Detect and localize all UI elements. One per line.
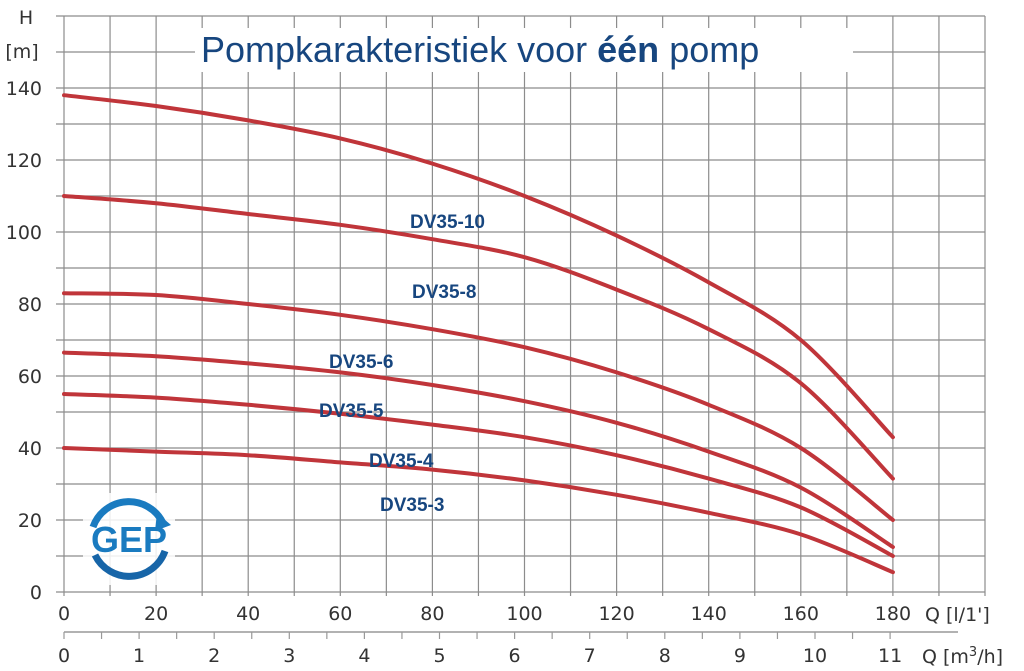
- chart-title: Pompkarakteristiek voor één pomp: [201, 29, 759, 70]
- logo-arc-bottom-icon: [91, 549, 169, 580]
- x-tick-label: 60: [328, 603, 352, 625]
- x-tick-label: 100: [506, 603, 542, 625]
- curve-dv35-3: [62, 446, 895, 575]
- x-tick-label: 180: [875, 603, 911, 625]
- series-label: DV35-4: [369, 451, 434, 472]
- x2-tick-label: 4: [358, 645, 370, 667]
- y-tick-label: 20: [18, 510, 42, 532]
- series-label: DV35-3: [380, 495, 444, 516]
- x-tick-label: 120: [598, 603, 634, 625]
- y-tick-label: 140: [6, 78, 42, 100]
- y-tick-label: 120: [6, 150, 42, 172]
- x-tick-label: 0: [58, 603, 70, 625]
- y-axis-unit: [m]: [5, 41, 38, 63]
- y-axis-ticks: 0 20 40 60 80 100 120 140: [6, 78, 42, 604]
- x2-tick-label: 5: [433, 645, 445, 667]
- series-labels: DV35-10 DV35-8 DV35-6 DV35-5 DV35-4 DV35-3: [319, 212, 485, 516]
- curve-dv35-6: [62, 291, 895, 522]
- curve-dv35-8: [62, 194, 895, 481]
- x2-axis-title: Q [m3/h]: [922, 645, 1003, 668]
- y-tick-label: 40: [18, 438, 42, 460]
- x-tick-label: 20: [144, 603, 168, 625]
- x2-tick-label: 2: [208, 645, 220, 667]
- x2-tick-label: 3: [283, 645, 295, 667]
- x-axis-title: Q [l/1']: [925, 604, 990, 626]
- x2-tick-label: 9: [734, 645, 746, 667]
- logo-arc-top-icon: [89, 498, 167, 529]
- x-tick-label: 140: [691, 603, 727, 625]
- y-axis-title: H: [19, 7, 33, 29]
- x-tick-label: 40: [236, 603, 260, 625]
- series-label: DV35-10: [410, 212, 485, 233]
- logo-text: GEP: [91, 519, 167, 560]
- curve-dv35-5: [62, 350, 895, 549]
- curve-dv35-10: [62, 93, 895, 440]
- grid: [56, 15, 986, 596]
- logo-arrow-icon: [155, 513, 171, 531]
- curve-dv35-4: [62, 392, 895, 558]
- x2-tick-label: 0: [58, 645, 70, 667]
- series-label: DV35-6: [329, 352, 393, 373]
- pump-curves: [62, 93, 895, 575]
- title-backdrop: [195, 28, 853, 72]
- y-tick-label: 0: [30, 582, 42, 604]
- secondary-x-axis: 0 1 2 3 4 5 6 7 8 9 10 11: [58, 631, 958, 667]
- x2-tick-label: 8: [659, 645, 671, 667]
- y-tick-label: 100: [6, 222, 42, 244]
- x2-tick-label: 11: [878, 645, 902, 667]
- series-label: DV35-8: [412, 282, 476, 303]
- x2-tick-label: 10: [803, 645, 827, 667]
- x2-tick-label: 1: [133, 645, 145, 667]
- x2-tick-label: 7: [584, 645, 596, 667]
- x-axis-ticks: 0 20 40 60 80 100 120 140 160 180: [58, 603, 911, 625]
- x2-tick-label: 6: [509, 645, 521, 667]
- y-tick-label: 80: [18, 294, 42, 316]
- x-tick-label: 160: [783, 603, 819, 625]
- gep-logo: GEP: [83, 493, 175, 585]
- x-tick-label: 80: [420, 603, 444, 625]
- series-label: DV35-5: [319, 401, 384, 422]
- y-tick-label: 60: [18, 366, 42, 388]
